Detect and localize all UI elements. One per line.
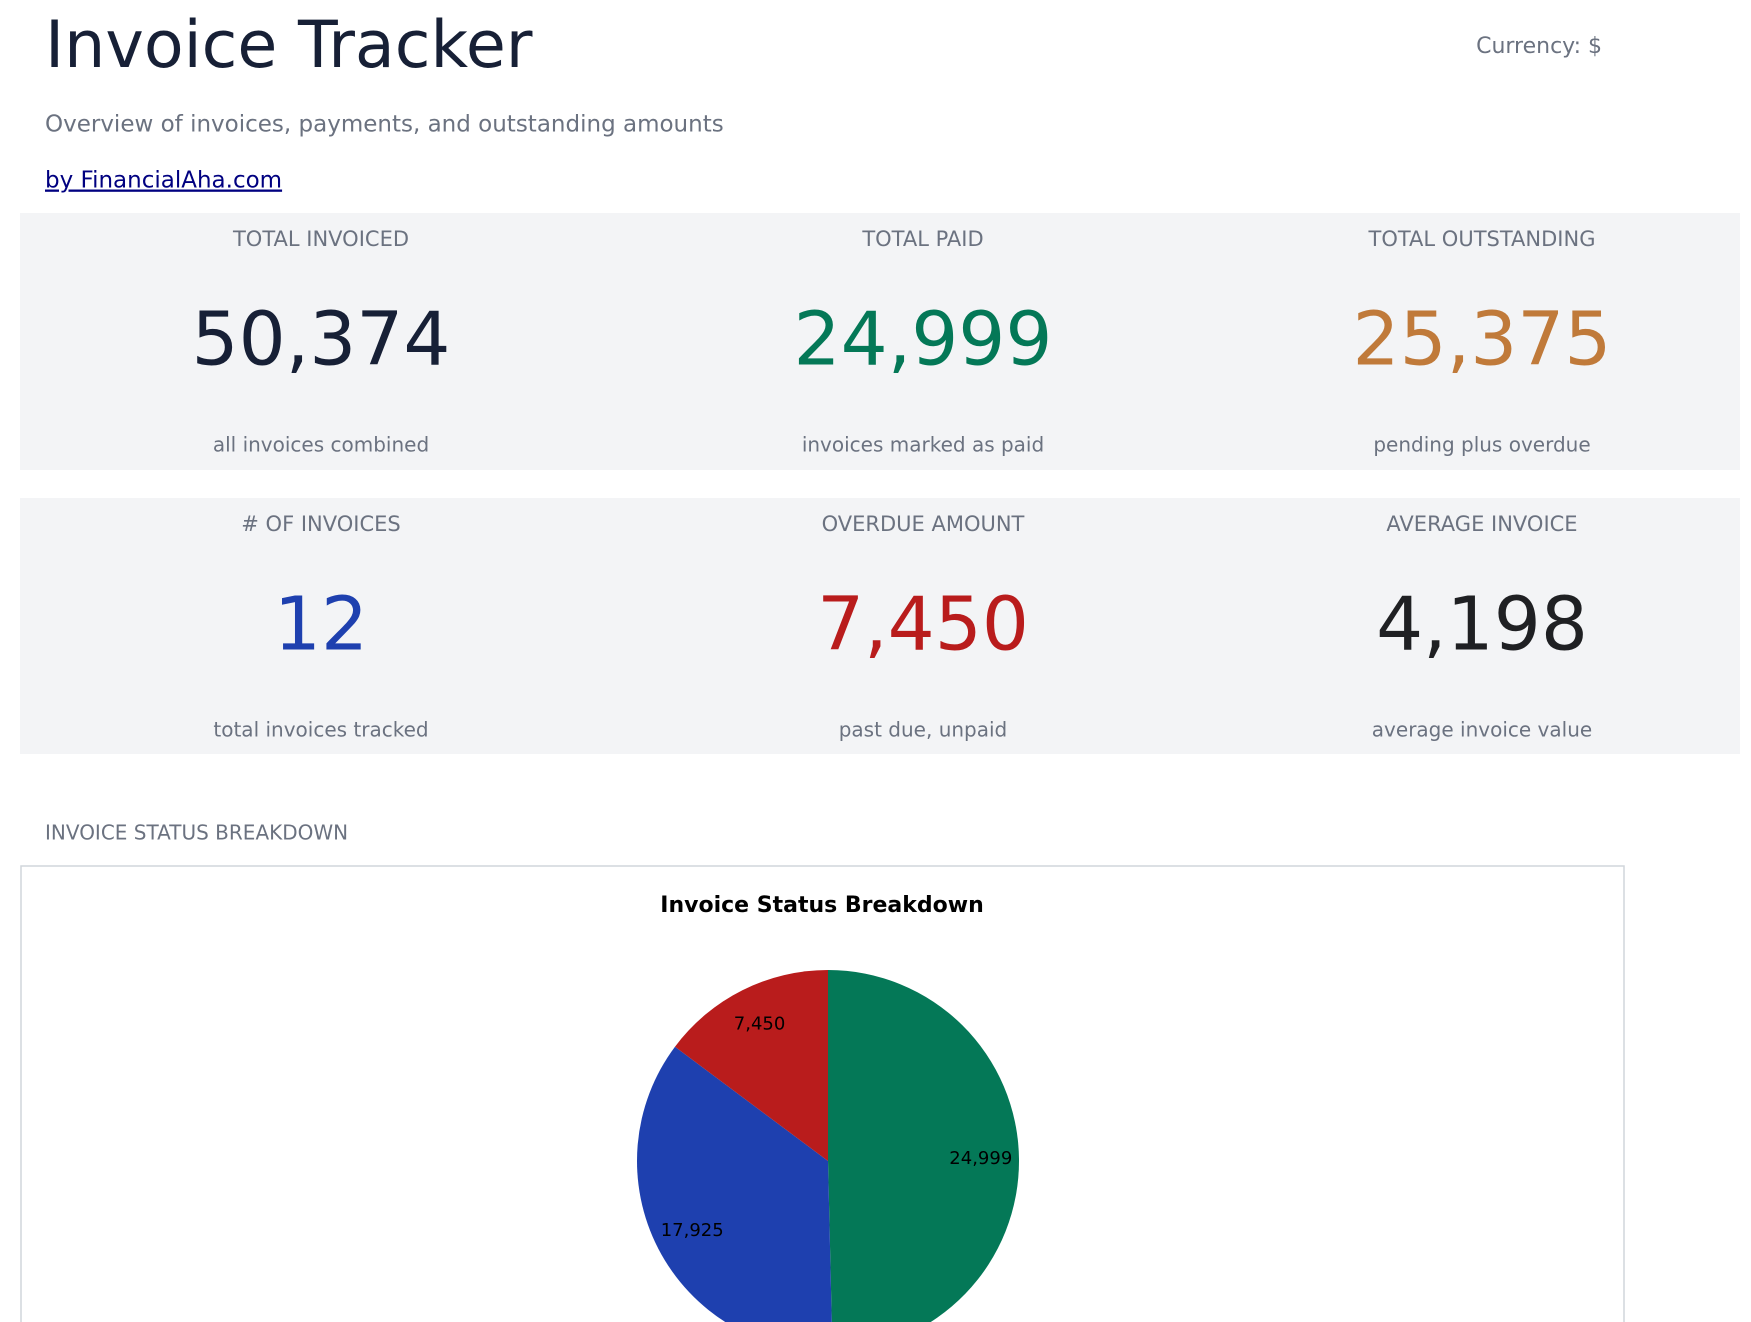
pie-slice — [674, 970, 828, 1161]
card-row — [20, 213, 1740, 470]
slice-label: 7,450 — [734, 1013, 786, 1034]
slice-label: 17,925 — [661, 1220, 724, 1241]
card-note: past due, unpaid — [839, 718, 1008, 742]
card-label: OVERDUE AMOUNT — [822, 512, 1025, 536]
pie-slice — [637, 1046, 832, 1322]
card-row — [20, 498, 1740, 754]
page-title: Invoice Tracker — [45, 8, 533, 83]
card-label: TOTAL PAID — [861, 227, 983, 251]
card-label: TOTAL OUTSTANDING — [1368, 227, 1596, 251]
card-value: 24,999 — [794, 297, 1053, 383]
card-note: average invoice value — [1372, 718, 1592, 742]
section-label: INVOICE STATUS BREAKDOWN — [45, 821, 348, 845]
source-link[interactable]: by FinancialAha.com — [45, 168, 282, 194]
subtitle: Overview of invoices, payments, and outs… — [45, 112, 724, 138]
pie-slice — [828, 970, 1020, 1322]
card-note: all invoices combined — [213, 433, 429, 457]
card-value: 50,374 — [192, 297, 451, 383]
source-link-text[interactable]: by FinancialAha.com — [45, 168, 282, 194]
card-label: TOTAL INVOICED — [232, 227, 409, 251]
card-value: 4,198 — [1376, 582, 1588, 668]
currency: Currency: $ — [1476, 34, 1602, 59]
card-label: # OF INVOICES — [241, 512, 400, 536]
chart-title: Invoice Status Breakdown — [660, 893, 983, 918]
slice-label: 24,999 — [949, 1148, 1012, 1169]
card-value: 12 — [274, 582, 368, 668]
card-value: 25,375 — [1353, 297, 1612, 383]
card-note: total invoices tracked — [213, 718, 428, 742]
card-note: pending plus overdue — [1373, 433, 1590, 457]
card-note: invoices marked as paid — [802, 433, 1044, 457]
card-label: AVERAGE INVOICE — [1386, 512, 1577, 536]
card-value: 7,450 — [817, 582, 1029, 668]
